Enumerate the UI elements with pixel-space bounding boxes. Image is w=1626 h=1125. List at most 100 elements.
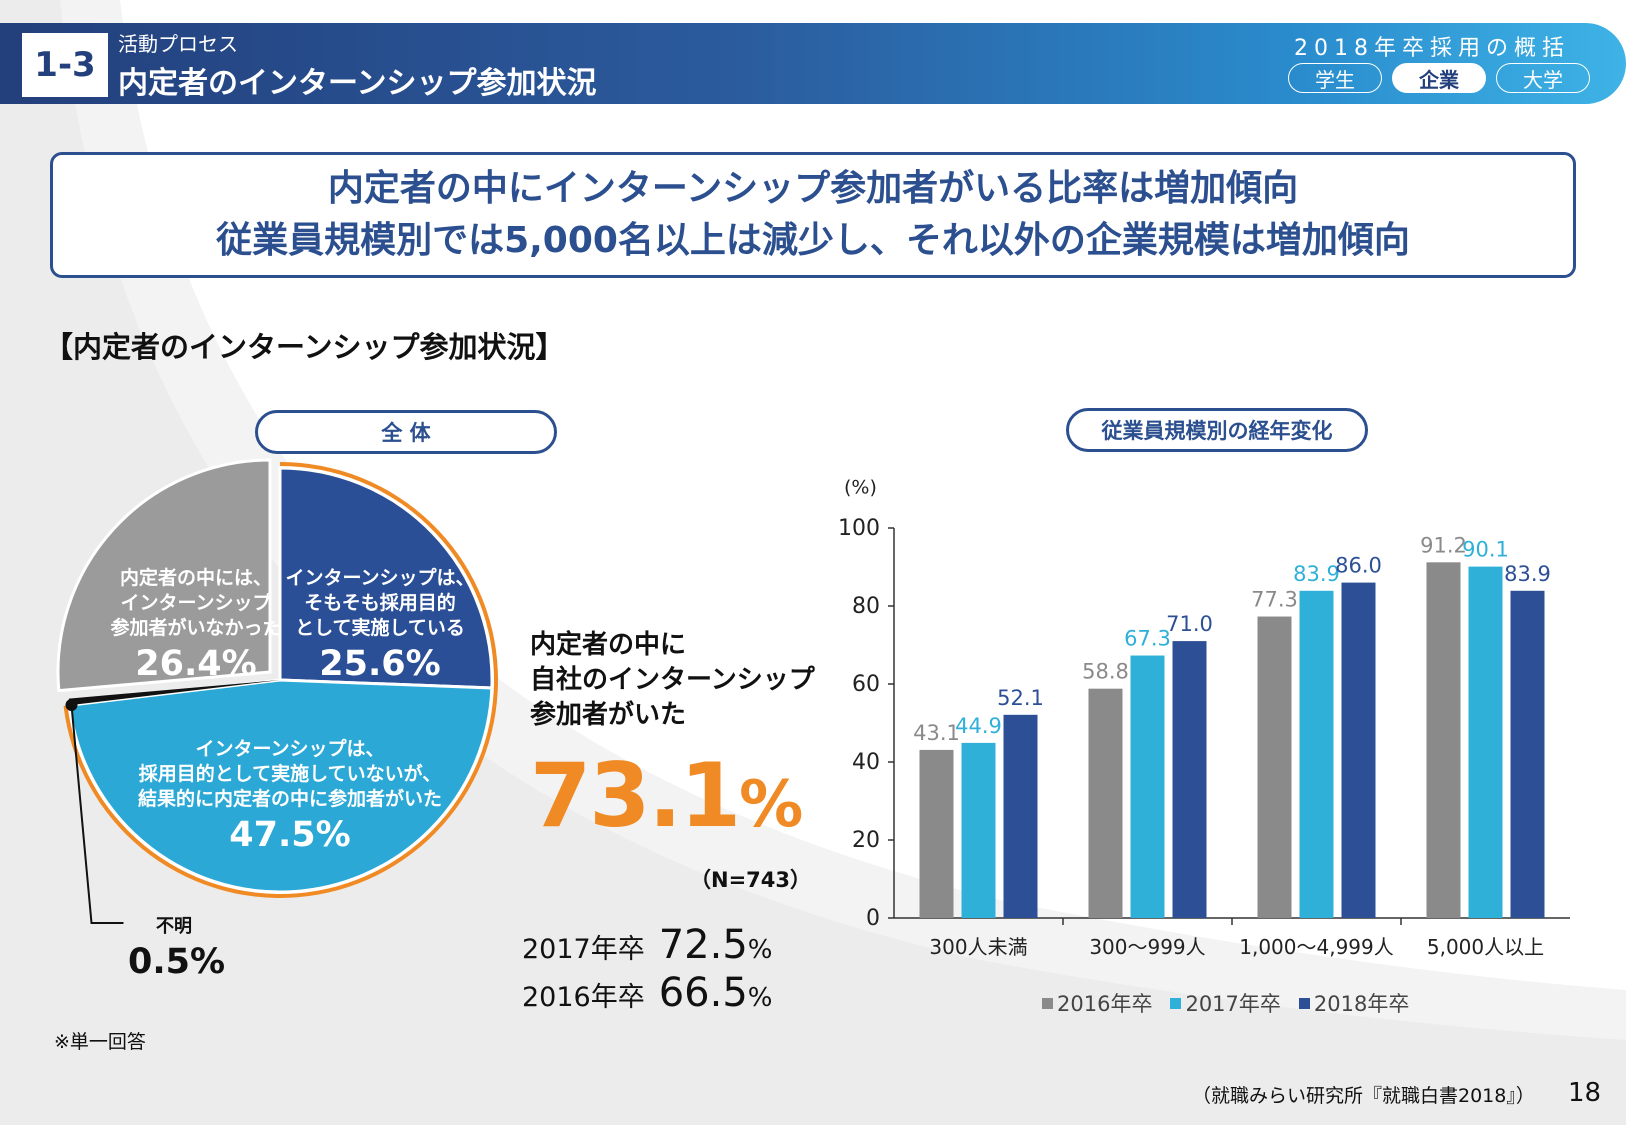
sample-size: （N=743） — [690, 868, 812, 892]
bar-value-label: 91.2 — [1420, 533, 1467, 557]
legend-item: 2017年卒 — [1170, 988, 1281, 1018]
section-subtitle: 活動プロセス — [118, 32, 238, 56]
pie-label-no-participants-line-3: 参加者がいなかった — [110, 617, 282, 639]
pie-label-recruit-purpose-line-2: そもそも採用目的 — [304, 592, 456, 614]
bar-2018年卒-300～999人 — [1172, 641, 1207, 918]
pie-label-non-recruit-purpose-line-3: 結果的に内定者の中に参加者がいた — [137, 788, 442, 810]
bar-value-label: 71.0 — [1166, 612, 1213, 636]
participation-stat-value: 73.1% — [530, 744, 803, 847]
history-value: 66.5 — [658, 970, 748, 1016]
y-tick-label: 40 — [852, 750, 880, 775]
y-tick-label: 0 — [866, 906, 880, 931]
report-title: 2018年卒採用の概括 — [1294, 36, 1570, 61]
x-category-label: 1,000～4,999人 — [1239, 935, 1394, 959]
bar-2017年卒-1,000～4,999人 — [1299, 590, 1334, 918]
y-tick-label: 60 — [852, 672, 880, 697]
pie-label-recruit-purpose: インターンシップは、 そもそも採用目的 として実施している 25.6% — [280, 566, 480, 687]
bar-value-label: 83.9 — [1504, 562, 1551, 586]
pie-label-no-participants-line-2: インターンシップ — [120, 592, 272, 614]
pie-label-non-recruit-purpose-line-2: 採用目的として実施していないが、 — [138, 763, 442, 785]
size-chart-pill: 従業員規模別の経年変化 — [1066, 408, 1368, 452]
headline-line-2: 従業員規模別では5,000名以上は減少し、それ以外の企業規模は増加傾向 — [216, 220, 1410, 261]
bar-chart-legend: 2016年卒 2017年卒 2018年卒 — [1042, 988, 1409, 1018]
headline-line-1: 内定者の中にインターンシップ参加者がいる比率は増加傾向 — [327, 168, 1299, 209]
pie-value-unknown: 0.5% — [128, 942, 226, 982]
pie-unknown-leader — [70, 704, 124, 925]
legend-item: 2018年卒 — [1298, 988, 1410, 1018]
bar-2017年卒-300人未満 — [961, 742, 996, 918]
bar-2017年卒-5,000人以上 — [1468, 566, 1503, 918]
participation-stat-label-line-2: 自社のインターンシップ — [530, 665, 815, 695]
history-year-label: 2016年卒 — [522, 982, 645, 1013]
bar-2016年卒-300人未満 — [919, 749, 954, 918]
legend-label: 2018年卒 — [1313, 992, 1410, 1016]
history-year-label: 2017年卒 — [522, 934, 645, 965]
bar-value-label: 43.1 — [913, 721, 960, 745]
pie-label-non-recruit-purpose-line-1: インターンシップは、 — [195, 738, 385, 760]
participation-stat-label-line-1: 内定者の中に — [530, 630, 687, 660]
legend-swatch — [1170, 997, 1182, 1009]
bar-value-label: 44.9 — [955, 714, 1002, 738]
page-number: 18 — [1568, 1078, 1602, 1108]
pie-value-no-participants: 26.4% — [135, 644, 257, 684]
pie-label-non-recruit-purpose: インターンシップは、 採用目的として実施していないが、 結果的に内定者の中に参加… — [120, 737, 460, 858]
y-axis-unit: (%) — [844, 477, 877, 499]
employee-size-bar-chart: (%) 0 20 40 60 80 100 43.144.9 52.1 300人未満 58.8 67.… — [840, 477, 1570, 959]
overall-pie-chart — [56, 458, 498, 925]
bar-2016年卒-5,000人以上 — [1426, 562, 1461, 918]
pie-label-unknown: 不明 — [156, 916, 192, 937]
bar-value-label: 67.3 — [1124, 627, 1171, 651]
legend-label: 2017年卒 — [1185, 992, 1281, 1016]
legend-swatch — [1042, 997, 1053, 1009]
bar-value-label: 90.1 — [1462, 538, 1509, 562]
pie-label-recruit-purpose-line-3: として実施している — [295, 617, 465, 639]
overall-pill: 全 体 — [255, 410, 557, 454]
bar-2018年卒-5,000人以上 — [1510, 590, 1545, 918]
tab-company[interactable]: 企業 — [1392, 63, 1486, 93]
pie-label-no-participants-line-1: 内定者の中には、 — [119, 567, 272, 589]
source-citation: （就職みらい研究所『就職白書2018』） — [1192, 1085, 1535, 1107]
headline-box: 内定者の中にインターンシップ参加者がいる比率は増加傾向 従業員規模別では5,00… — [50, 152, 1576, 278]
bar-2018年卒-1,000～4,999人 — [1341, 582, 1376, 918]
bar-value-label: 77.3 — [1251, 588, 1298, 612]
section-title: 内定者のインターンシップ参加状況 — [118, 66, 597, 101]
bar-value-label: 86.0 — [1335, 554, 1382, 578]
participation-stat-number: 73.1 — [530, 744, 741, 847]
y-tick-label: 80 — [852, 594, 880, 619]
participation-stat-label-line-3: 参加者がいた — [530, 700, 687, 730]
pie-slice-non-recruit-purpose — [67, 678, 494, 894]
y-tick-label: 100 — [840, 516, 880, 541]
audience-tabs: 学生 企業 大学 — [1288, 63, 1590, 93]
bar-2016年卒-300～999人 — [1088, 688, 1123, 918]
bar-value-label: 52.1 — [997, 686, 1044, 710]
history-unit: % — [747, 935, 773, 965]
participation-stat-unit: % — [739, 768, 803, 842]
pie-value-recruit-purpose: 25.6% — [319, 644, 441, 684]
x-category-label: 300人未満 — [929, 935, 1027, 959]
pie-label-recruit-purpose-line-1: インターンシップは、 — [285, 567, 475, 589]
legend-swatch — [1298, 997, 1310, 1009]
bar-value-label: 83.9 — [1293, 562, 1340, 586]
pie-value-non-recruit-purpose: 47.5% — [229, 815, 351, 855]
bar-2018年卒-300人未満 — [1003, 714, 1038, 918]
pie-unknown-marker — [65, 699, 78, 712]
legend-item: 2016年卒 — [1042, 988, 1152, 1018]
legend-label: 2016年卒 — [1057, 992, 1153, 1016]
history-row-2016: 2016年卒 66.5% — [522, 970, 773, 1016]
bar-2017年卒-300～999人 — [1130, 655, 1165, 918]
pie-slice-recruit-purpose — [278, 466, 494, 690]
pie-slice-unknown — [68, 680, 280, 706]
participation-stat-label: 内定者の中に 自社のインターンシップ 参加者がいた — [530, 628, 815, 733]
tab-university[interactable]: 大学 — [1496, 63, 1590, 93]
section-number: 1-3 — [22, 33, 108, 97]
history-value: 72.5 — [658, 922, 748, 968]
pie-slice-no-participants — [56, 458, 272, 693]
x-category-label: 300～999人 — [1089, 935, 1205, 959]
bar-2016年卒-1,000～4,999人 — [1257, 616, 1292, 918]
y-tick-label: 20 — [852, 828, 880, 853]
bar-value-label: 58.8 — [1082, 660, 1129, 684]
tab-student[interactable]: 学生 — [1288, 63, 1382, 93]
x-category-label: 5,000人以上 — [1427, 935, 1544, 959]
history-unit: % — [747, 983, 773, 1013]
history-row-2017: 2017年卒 72.5% — [522, 922, 773, 968]
